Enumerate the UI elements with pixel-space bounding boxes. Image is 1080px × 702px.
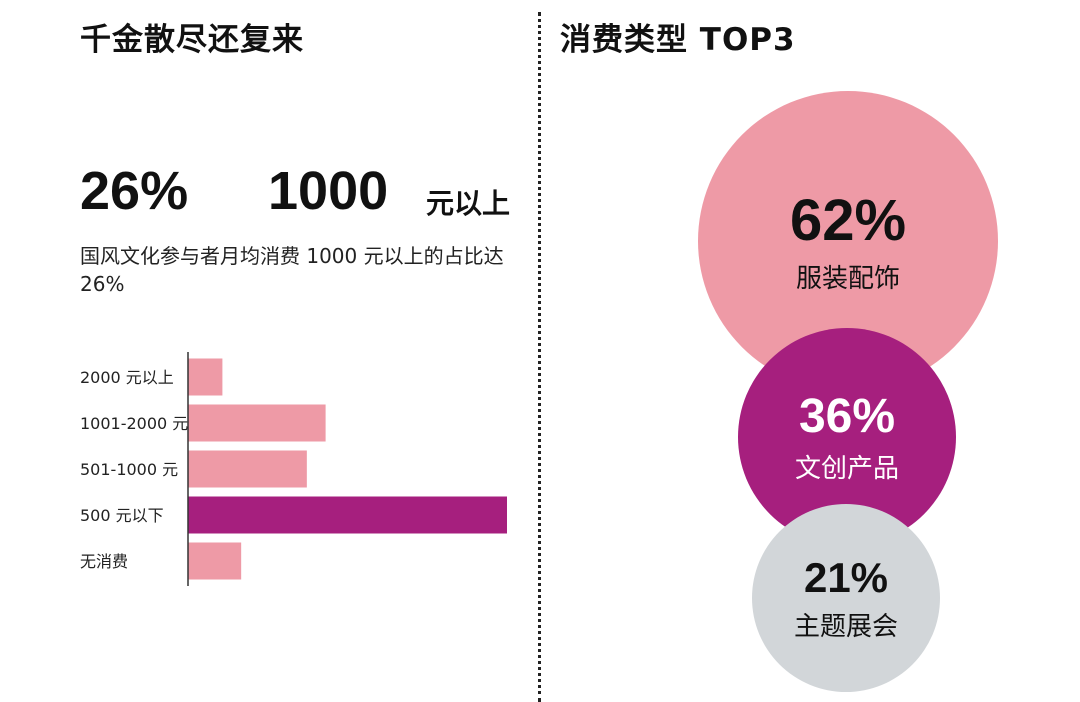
bubble-label: 主题展会 <box>793 611 898 642</box>
bar-category-label: 2000 元以上 <box>80 368 174 387</box>
bar-category-label: 501-1000 元 <box>80 460 178 479</box>
bubble-label: 服装配饰 <box>795 264 900 294</box>
headline-amount: 1000 <box>268 161 389 221</box>
dotted-divider <box>538 12 541 702</box>
bubble-value: 21% <box>803 553 889 601</box>
bar <box>188 450 307 488</box>
bar <box>188 358 223 396</box>
bubble-theme-exhibitions: 21% 主题展会 <box>752 504 940 692</box>
headline-unit: 元以上 <box>426 187 511 220</box>
right-section-title: 消费类型 TOP3 <box>560 22 796 58</box>
bar <box>188 542 242 580</box>
bubble-value: 36% <box>798 390 896 443</box>
headline-description: 国风文化参与者月均消费 1000 元以上的占比达 26% <box>80 244 504 296</box>
bubble-label: 文创产品 <box>794 454 899 484</box>
bubble-value: 62% <box>789 188 907 253</box>
bar-category-label: 无消费 <box>80 552 128 571</box>
bar <box>188 496 507 534</box>
left-section-title: 千金散尽还复来 <box>80 22 304 58</box>
bar-category-label: 1001-2000 元 <box>80 414 188 433</box>
bar <box>188 404 326 442</box>
bar-category-label: 500 元以下 <box>80 506 164 525</box>
headline-percentage: 26% <box>80 161 189 221</box>
